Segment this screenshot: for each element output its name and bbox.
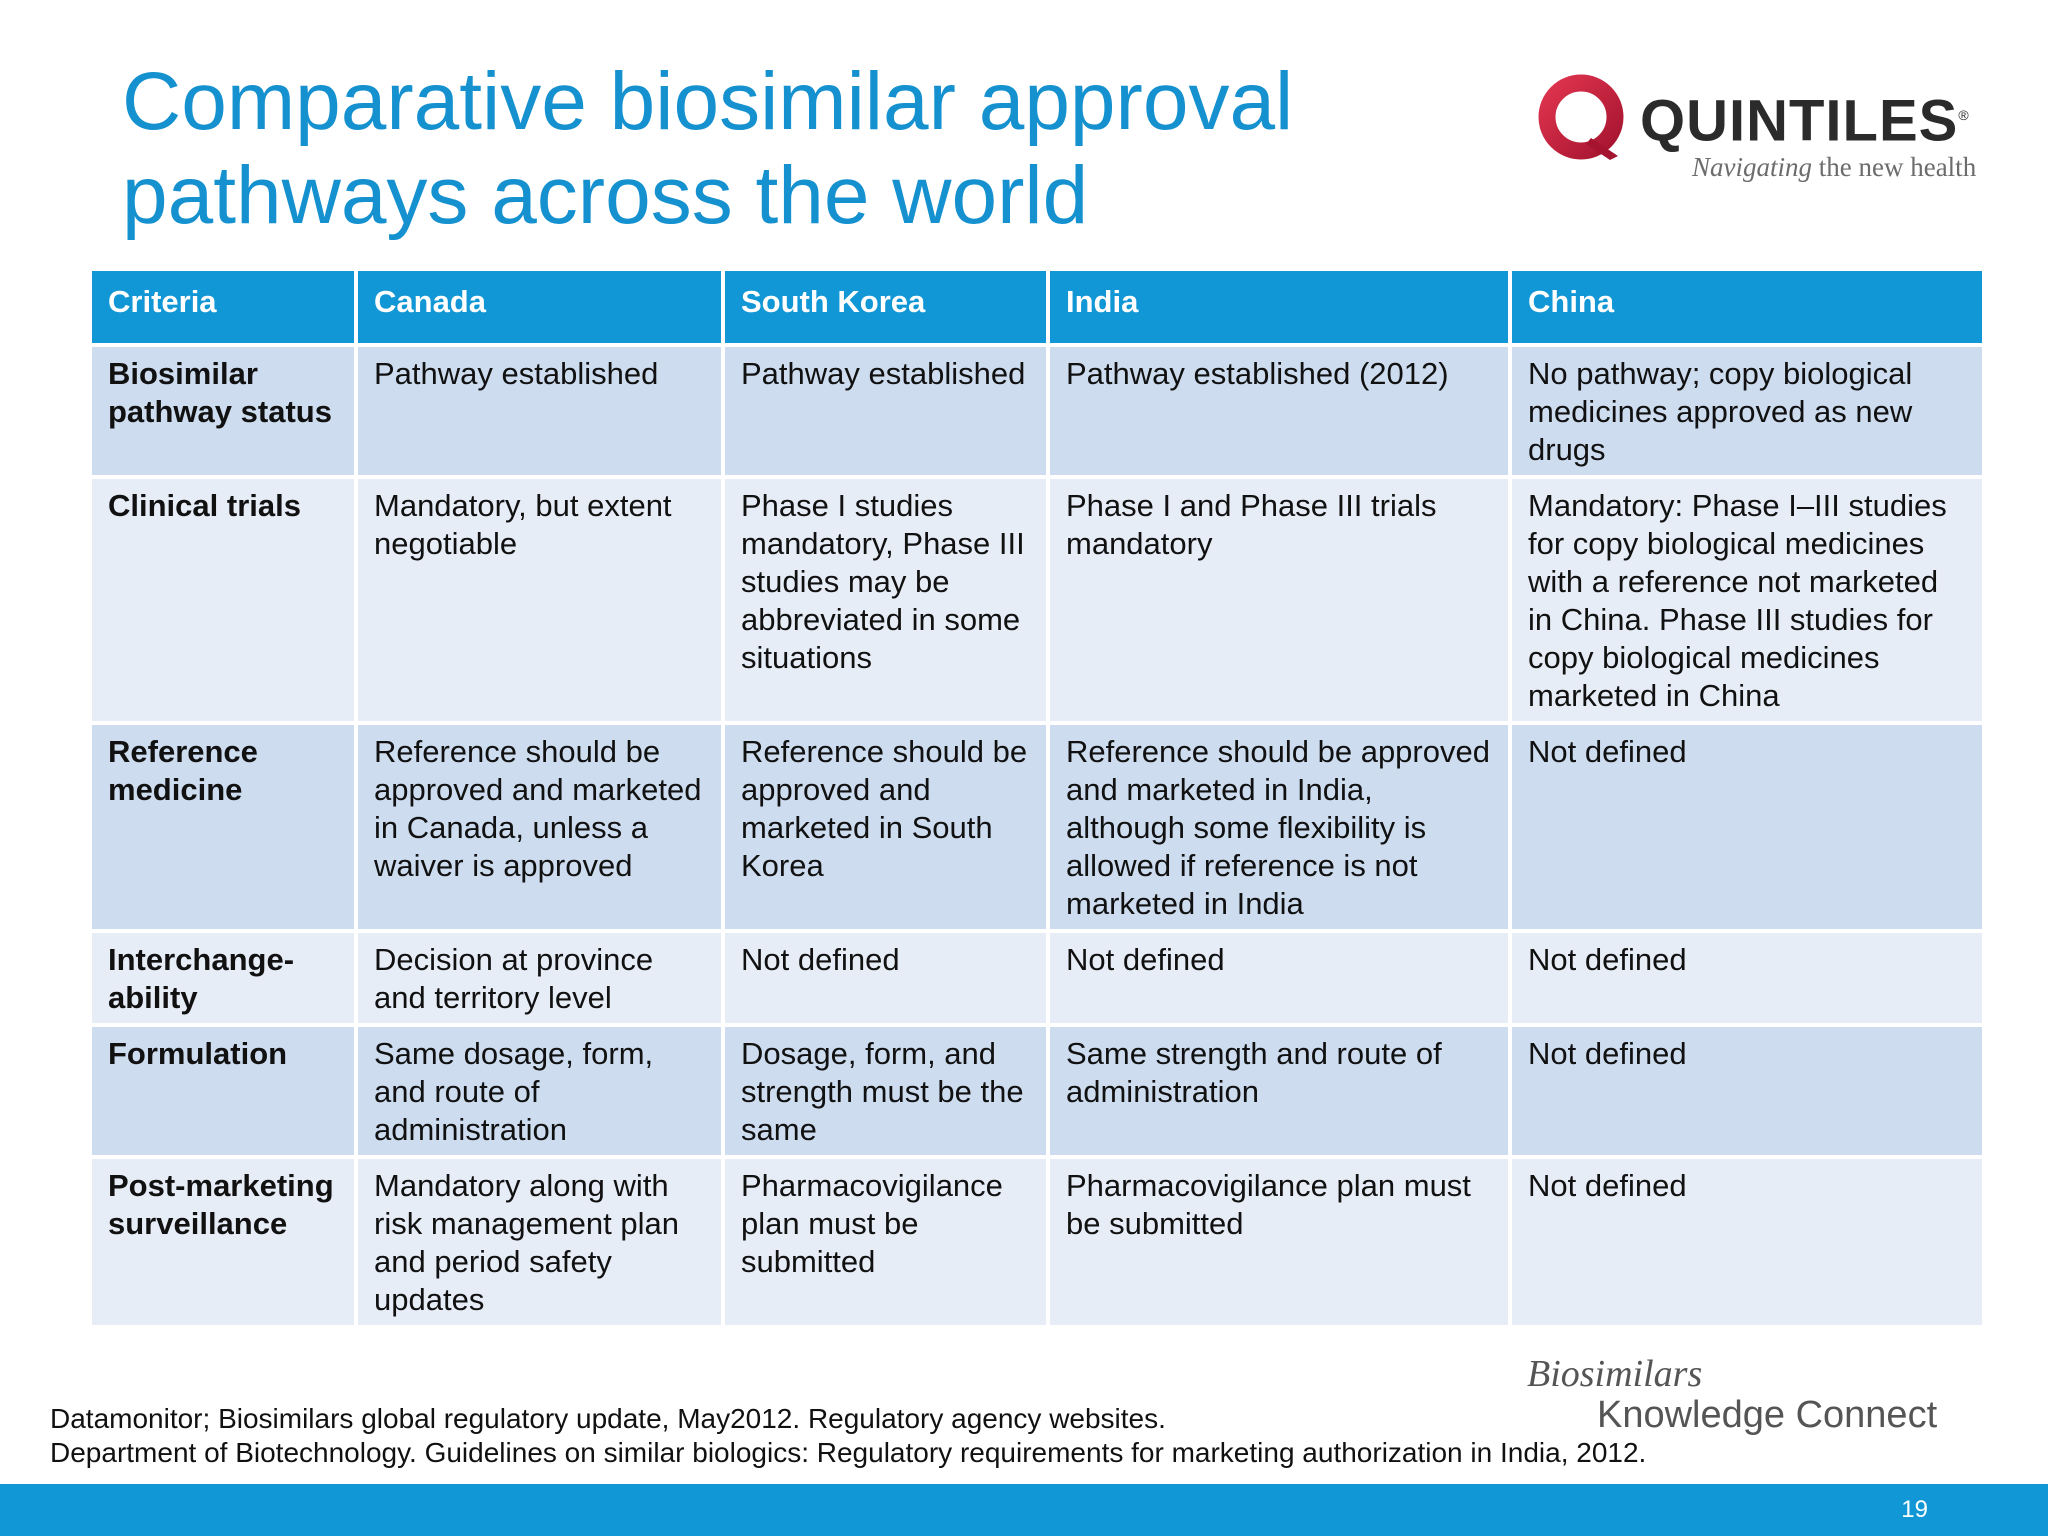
page-number: 19 [1901, 1496, 1928, 1523]
criteria-cell: Reference medicine [92, 725, 354, 929]
china-cell: Not defined [1512, 1027, 1982, 1155]
footer-bar: 19 [0, 1484, 2048, 1536]
header-canada: Canada [358, 271, 721, 343]
table-row: Biosimilar pathway status Pathway establ… [92, 347, 1982, 475]
bkc-line-1: Biosimilars [1527, 1353, 1703, 1395]
biosimilars-knowledge-connect-logo: Biosimilars Knowledge Connect [1527, 1352, 1967, 1442]
india-cell: Phase I and Phase III trials mandatory [1050, 479, 1508, 721]
canada-cell: Mandatory along with risk management pla… [358, 1159, 721, 1325]
header-china: China [1512, 271, 1982, 343]
logo-name-text: QUINTILES [1640, 88, 1959, 154]
table-row: Interchange-ability Decision at province… [92, 933, 1982, 1023]
table-row: Formulation Same dosage, form, and route… [92, 1027, 1982, 1155]
criteria-cell: Post-marketing surveillance [92, 1159, 354, 1325]
table-row: Post-marketing surveillance Mandatory al… [92, 1159, 1982, 1325]
references: Datamonitor; Biosimilars global regulato… [50, 1402, 1646, 1470]
india-cell: Pharmacovigilance plan must be submitted [1050, 1159, 1508, 1325]
canada-cell: Mandatory, but extent negotiable [358, 479, 721, 721]
table-row: Clinical trials Mandatory, but extent ne… [92, 479, 1982, 721]
india-cell: Reference should be approved and markete… [1050, 725, 1508, 929]
south-korea-cell: Pathway established [725, 347, 1046, 475]
reference-line-1: Datamonitor; Biosimilars global regulato… [50, 1403, 1166, 1434]
south-korea-cell: Pharmacovigilance plan must be submitted [725, 1159, 1046, 1325]
bkc-line-2: Knowledge Connect [1597, 1394, 1938, 1436]
header-criteria: Criteria [92, 271, 354, 343]
south-korea-cell: Not defined [725, 933, 1046, 1023]
header-south-korea: South Korea [725, 271, 1046, 343]
canada-cell: Reference should be approved and markete… [358, 725, 721, 929]
slide-title: Comparative biosimilar approval pathways… [122, 55, 1422, 243]
table-row: Reference medicine Reference should be a… [92, 725, 1982, 929]
criteria-cell: Formulation [92, 1027, 354, 1155]
criteria-cell: Interchange-ability [92, 933, 354, 1023]
logo-tagline-italic: Navigating [1692, 152, 1812, 182]
title-line-2: pathways across the world [122, 150, 1089, 241]
china-cell: Not defined [1512, 933, 1982, 1023]
south-korea-cell: Phase I studies mandatory, Phase III stu… [725, 479, 1046, 721]
comparison-table: Criteria Canada South Korea India China … [88, 267, 1986, 1329]
china-cell: Not defined [1512, 1159, 1982, 1325]
canada-cell: Same dosage, form, and route of administ… [358, 1027, 721, 1155]
quintiles-ring-icon [1538, 74, 1624, 160]
china-cell: Mandatory: Phase I–III studies for copy … [1512, 479, 1982, 721]
logo-tagline-rest: the new health [1812, 152, 1977, 182]
table-header-row: Criteria Canada South Korea India China [92, 271, 1982, 343]
china-cell: Not defined [1512, 725, 1982, 929]
china-cell: No pathway; copy biological medicines ap… [1512, 347, 1982, 475]
logo-tagline: Navigating the new health [1692, 152, 1976, 183]
india-cell: Not defined [1050, 933, 1508, 1023]
reference-line-2: Department of Biotechnology. Guidelines … [50, 1437, 1647, 1468]
logo-registered-mark: ® [1958, 107, 1970, 123]
criteria-cell: Biosimilar pathway status [92, 347, 354, 475]
south-korea-cell: Reference should be approved and markete… [725, 725, 1046, 929]
canada-cell: Pathway established [358, 347, 721, 475]
criteria-cell: Clinical trials [92, 479, 354, 721]
canada-cell: Decision at province and territory level [358, 933, 721, 1023]
south-korea-cell: Dosage, form, and strength must be the s… [725, 1027, 1046, 1155]
header-india: India [1050, 271, 1508, 343]
india-cell: Same strength and route of administratio… [1050, 1027, 1508, 1155]
logo-wordmark: QUINTILES® [1640, 80, 1970, 156]
quintiles-logo: QUINTILES® Navigating the new health [1536, 70, 1996, 190]
india-cell: Pathway established (2012) [1050, 347, 1508, 475]
title-line-1: Comparative biosimilar approval [122, 56, 1294, 147]
